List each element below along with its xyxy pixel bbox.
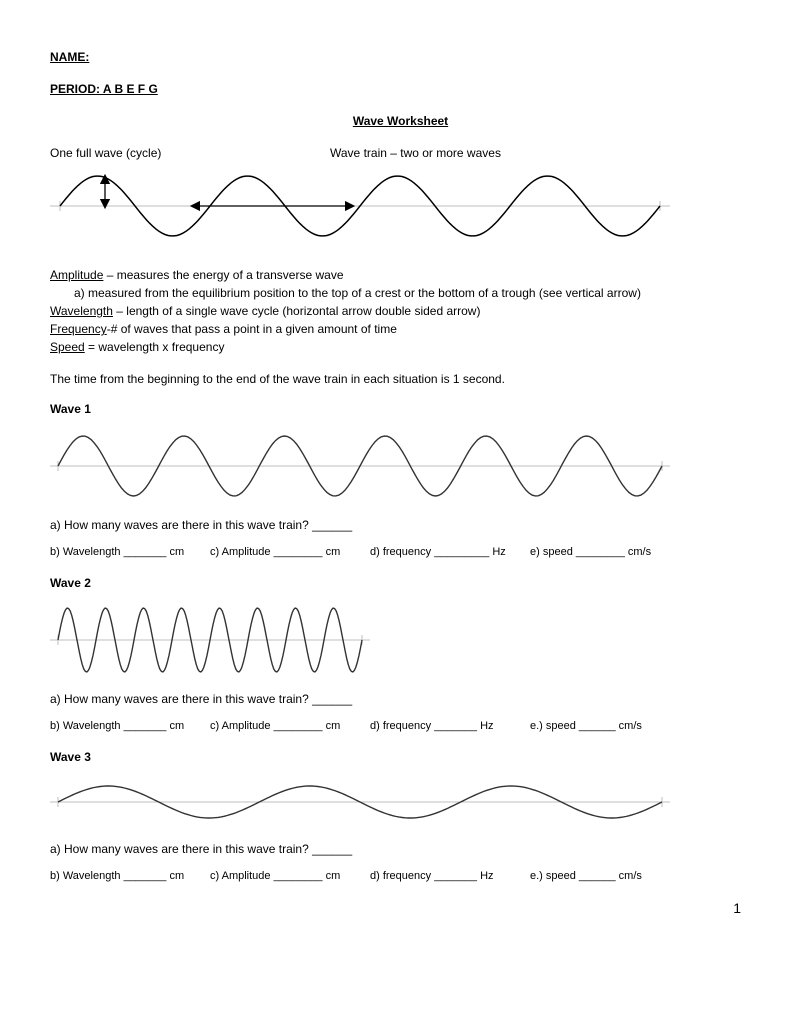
- term-wavelength: Wavelength: [50, 304, 113, 318]
- def-speed-rest: = wavelength x frequency: [85, 340, 225, 354]
- intro-labels-row: One full wave (cycle) Wave train – two o…: [50, 146, 751, 160]
- wave2-title: Wave 2: [50, 576, 751, 590]
- wave2-qa: a) How many waves are there in this wave…: [50, 692, 751, 706]
- wave1-qb: b) Wavelength _______ cm: [50, 546, 210, 558]
- def-speed: Speed = wavelength x frequency: [50, 338, 751, 356]
- wave2-svg: [50, 600, 370, 680]
- def-amplitude-sub: a) measured from the equilibrium positio…: [50, 284, 751, 302]
- worksheet-title: Wave Worksheet: [50, 114, 751, 128]
- intro-wave-diagram: [50, 166, 751, 246]
- wave2-chart: [50, 600, 751, 680]
- wave1-qrow: b) Wavelength _______ cm c) Amplitude __…: [50, 546, 751, 558]
- period-field: PERIOD: A B E F G: [50, 82, 751, 96]
- wave3-title: Wave 3: [50, 750, 751, 764]
- wave3-qe: e.) speed ______ cm/s: [530, 870, 751, 882]
- wave2-qrow: b) Wavelength _______ cm c) Amplitude __…: [50, 720, 751, 732]
- wave3-qd: d) frequency _______ Hz: [370, 870, 530, 882]
- wave3-qrow: b) Wavelength _______ cm c) Amplitude __…: [50, 870, 751, 882]
- wave2-qb: b) Wavelength _______ cm: [50, 720, 210, 732]
- wave1-svg: [50, 426, 670, 506]
- wave3-qb: b) Wavelength _______ cm: [50, 870, 210, 882]
- wave2-qd: d) frequency _______ Hz: [370, 720, 530, 732]
- name-field: NAME:: [50, 50, 751, 64]
- wave1-qc: c) Amplitude ________ cm: [210, 546, 370, 558]
- def-frequency-rest: -# of waves that pass a point in a given…: [107, 322, 397, 336]
- wave3-chart: [50, 774, 751, 830]
- def-frequency: Frequency-# of waves that pass a point i…: [50, 320, 751, 338]
- wave1-qd: d) frequency _________ Hz: [370, 546, 530, 558]
- term-amplitude: Amplitude: [50, 268, 103, 282]
- wave2-qc: c) Amplitude ________ cm: [210, 720, 370, 732]
- intro-sentence: The time from the beginning to the end o…: [50, 372, 751, 386]
- def-amplitude-rest: – measures the energy of a transverse wa…: [103, 268, 343, 282]
- wave3-svg: [50, 774, 670, 830]
- wave3-qc: c) Amplitude ________ cm: [210, 870, 370, 882]
- wave1-title: Wave 1: [50, 402, 751, 416]
- wave1-qa: a) How many waves are there in this wave…: [50, 518, 751, 532]
- page-number: 1: [50, 900, 751, 916]
- def-wavelength: Wavelength – length of a single wave cyc…: [50, 302, 751, 320]
- wave2-qe: e.) speed ______ cm/s: [530, 720, 751, 732]
- wave1-chart: [50, 426, 751, 506]
- term-frequency: Frequency: [50, 322, 107, 336]
- def-amplitude: Amplitude – measures the energy of a tra…: [50, 266, 751, 284]
- label-wave-train: Wave train – two or more waves: [330, 146, 751, 160]
- label-one-full-wave: One full wave (cycle): [50, 146, 330, 160]
- wave3-qa: a) How many waves are there in this wave…: [50, 842, 751, 856]
- term-speed: Speed: [50, 340, 85, 354]
- intro-wave-svg: [50, 166, 670, 246]
- definitions-block: Amplitude – measures the energy of a tra…: [50, 266, 751, 356]
- def-wavelength-rest: – length of a single wave cycle (horizon…: [113, 304, 481, 318]
- wave1-qe: e) speed ________ cm/s: [530, 546, 751, 558]
